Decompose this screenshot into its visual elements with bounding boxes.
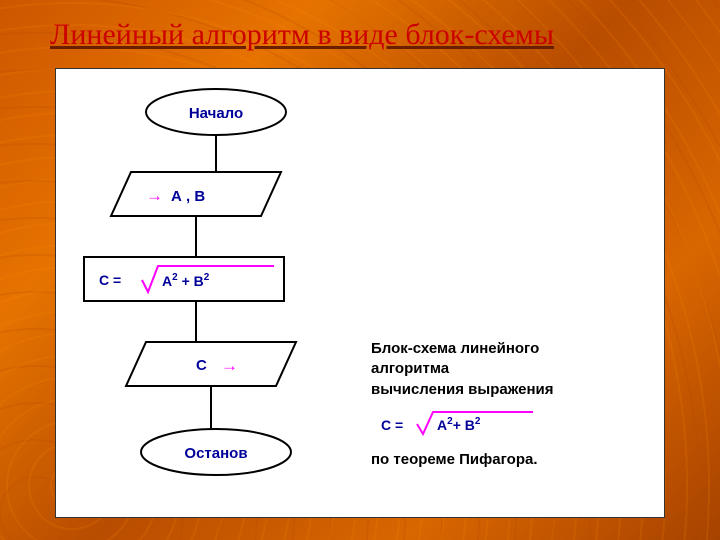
- node-stop-label: Останов: [184, 445, 247, 462]
- flowchart-diagram: Начало → А , В С = А2 + В2 С → Останов: [66, 74, 356, 514]
- node-input-arrow: →: [146, 186, 163, 205]
- node-input-label: А , В: [171, 188, 205, 205]
- svg-text:С =: С =: [381, 417, 403, 433]
- desc-line-3: вычисления выражения: [371, 380, 651, 400]
- slide-title: Линейный алгоритм в виде блок-схемы: [50, 18, 670, 52]
- node-process-expr: А2 + В2: [162, 272, 210, 289]
- node-output: [126, 342, 296, 386]
- desc-line-4: по теореме Пифагора.: [371, 450, 651, 470]
- description-block: Блок-схема линейного алгоритма вычислени…: [371, 339, 651, 470]
- node-output-arrow: →: [221, 356, 238, 375]
- desc-formula: С = А2+ В2: [371, 406, 541, 438]
- node-output-label: С: [196, 357, 207, 374]
- content-panel: Начало → А , В С = А2 + В2 С → Останов Б…: [55, 68, 665, 518]
- desc-line-1: Блок-схема линейного: [371, 339, 651, 359]
- svg-text:А2+ В2: А2+ В2: [437, 416, 481, 433]
- desc-line-2: алгоритма: [371, 359, 651, 379]
- node-start-label: Начало: [189, 105, 243, 122]
- node-process-c: С =: [99, 272, 121, 288]
